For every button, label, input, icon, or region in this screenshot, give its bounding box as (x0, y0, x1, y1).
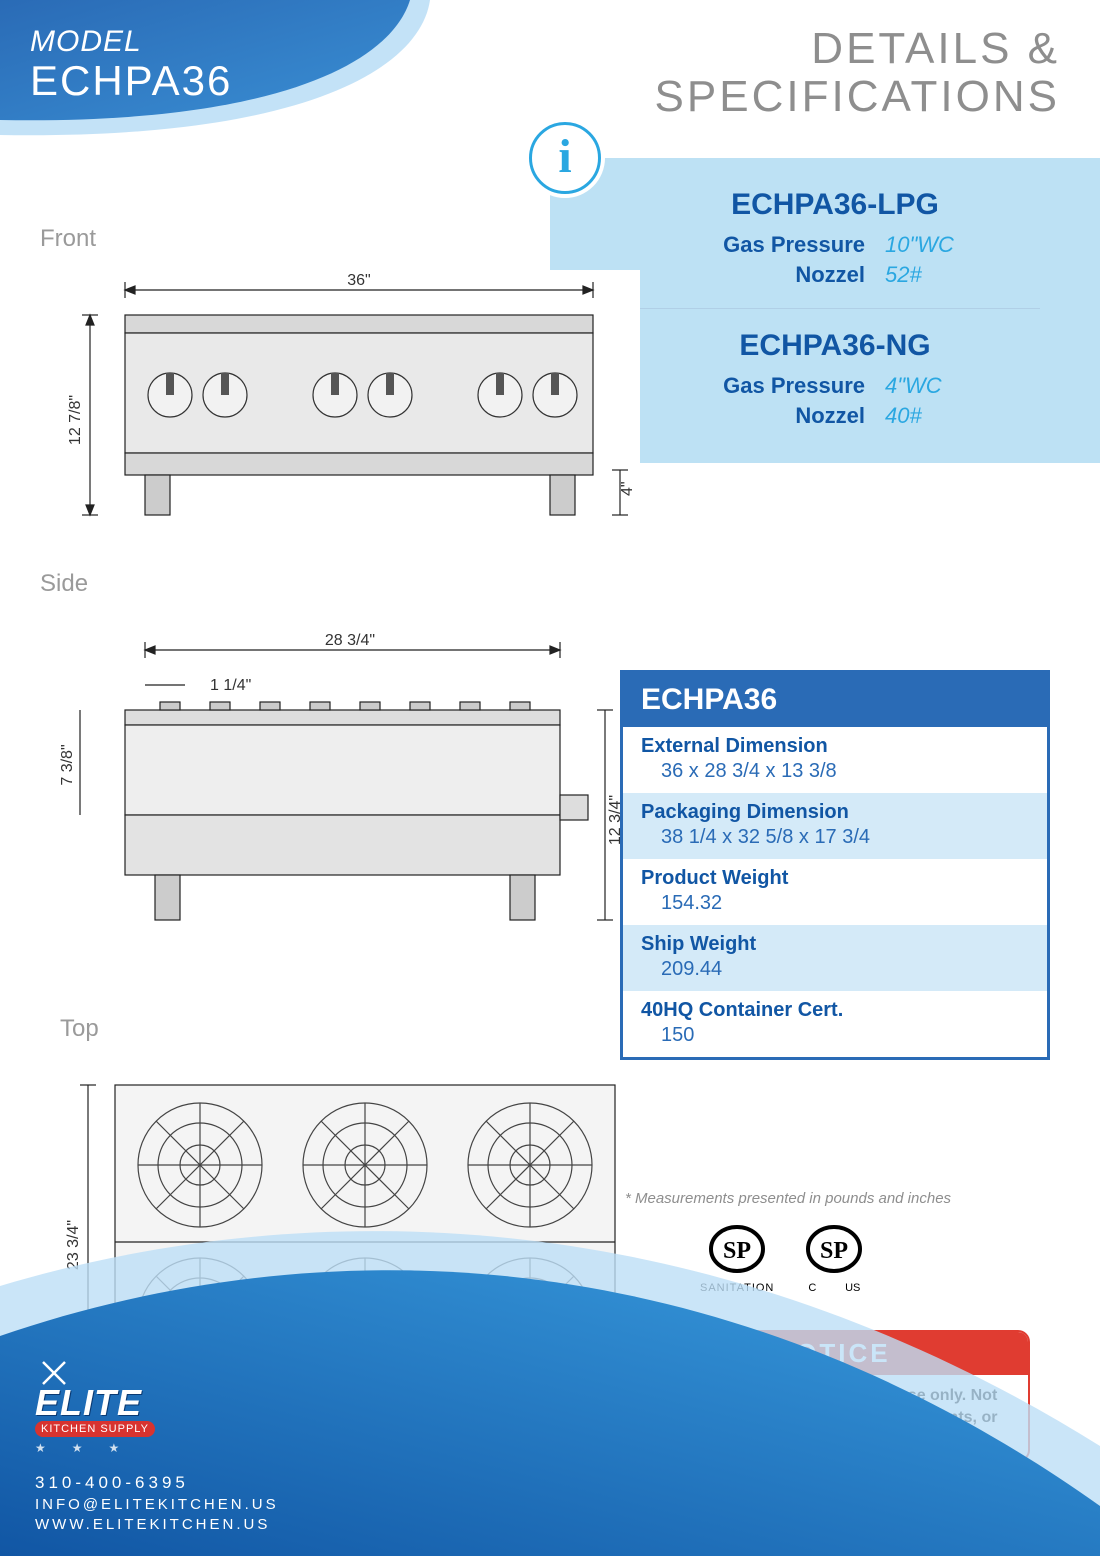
cert-logo-cus: SP C US (804, 1225, 864, 1294)
variant-0-row-1: Nozzel 52# (610, 262, 1060, 288)
specs-row-4: 40HQ Container Cert. 150 (623, 991, 1047, 1057)
kv-key: Nozzel (685, 262, 865, 288)
kv-key: Gas Pressure (685, 373, 865, 399)
specs-value: 36 x 28 3/4 x 13 3/8 (661, 760, 1029, 783)
specs-label: External Dimension (641, 735, 1029, 758)
footer-web: WWW.ELITEKITCHEN.US (35, 1516, 279, 1533)
view-label-front: Front (40, 225, 96, 253)
info-divider (630, 308, 1040, 309)
specs-label: Product Weight (641, 867, 1029, 890)
model-block: MODEL ECHPA36 (30, 25, 232, 105)
dim-front-width: 36" (347, 272, 370, 289)
specs-footnote: * Measurements presented in pounds and i… (625, 1190, 951, 1207)
kv-key: Nozzel (685, 403, 865, 429)
model-label: MODEL (30, 25, 232, 59)
specs-box: ECHPA36 External Dimension 36 x 28 3/4 x… (620, 670, 1050, 1060)
specs-row-3: Ship Weight 209.44 (623, 925, 1047, 991)
info-icon-wrap: i (525, 118, 605, 198)
specs-row-2: Product Weight 154.32 (623, 859, 1047, 925)
variant-0-title: ECHPA36-LPG (610, 188, 1060, 222)
specs-value: 209.44 (661, 958, 1029, 981)
specs-header: ECHPA36 (623, 673, 1047, 727)
kv-val: 52# (885, 262, 985, 288)
cert-logos: SP SANITATION SP C US (700, 1225, 864, 1294)
kv-val: 40# (885, 403, 985, 429)
svg-text:SP: SP (820, 1238, 848, 1264)
cert-sub: SANITATION (700, 1282, 774, 1294)
page-title-line1: DETAILS & (655, 25, 1060, 73)
cert-logo-sanitation: SP SANITATION (700, 1225, 774, 1294)
dim-side-depth: 28 3/4" (325, 632, 375, 649)
notice-body: For business and commercial use only. No… (637, 1375, 1028, 1460)
dim-front-height: 12 7/8" (67, 395, 84, 445)
dim-front-leg: 4" (619, 481, 636, 496)
notice-title: NOTICE (637, 1332, 1028, 1375)
notice-box: NOTICE For business and commercial use o… (635, 1330, 1030, 1462)
variant-0-row-0: Gas Pressure 10"WC (610, 232, 1060, 258)
specs-row-0: External Dimension 36 x 28 3/4 x 13 3/8 (623, 727, 1047, 793)
footer-brand: ELITE (35, 1388, 279, 1419)
footer-email: INFO@ELITEKITCHEN.US (35, 1496, 279, 1513)
view-label-top: Top (60, 1015, 99, 1043)
dim-top-depth: 23 3/4" (65, 1220, 82, 1270)
footer-stars: ★ ★ ★ (35, 1441, 279, 1455)
footer-tag: KITCHEN SUPPLY (35, 1421, 155, 1437)
footer-logo: ELITE KITCHEN SUPPLY ★ ★ ★ (35, 1358, 279, 1455)
variant-1-title: ECHPA36-NG (610, 329, 1060, 363)
page-title-line2: SPECIFICATIONS (655, 73, 1060, 121)
drawing-front: 36" 12 7/8" 4" (60, 270, 640, 530)
cert-right: US (845, 1282, 860, 1294)
info-icon: i (529, 122, 601, 194)
kv-key: Gas Pressure (685, 232, 865, 258)
specs-value: 150 (661, 1024, 1029, 1047)
specs-value: 154.32 (661, 892, 1029, 915)
cert-left: C (808, 1282, 816, 1294)
kv-val: 10"WC (885, 232, 985, 258)
variant-1-row-1: Nozzel 40# (610, 403, 1060, 429)
svg-text:SP: SP (723, 1238, 751, 1264)
dim-side-body-h: 7 3/8" (59, 744, 76, 785)
model-name: ECHPA36 (30, 57, 232, 105)
drawing-side: 28 3/4" 1 1/4" 7 3/8" 12 3/4" (50, 620, 640, 960)
page-title: DETAILS & SPECIFICATIONS (655, 25, 1060, 122)
variant-1-row-0: Gas Pressure 4"WC (610, 373, 1060, 399)
specs-row-1: Packaging Dimension 38 1/4 x 32 5/8 x 17… (623, 793, 1047, 859)
footer-block: ELITE KITCHEN SUPPLY ★ ★ ★ 310-400-6395 … (35, 1358, 279, 1536)
specs-label: 40HQ Container Cert. (641, 999, 1029, 1022)
view-label-side: Side (40, 570, 88, 598)
specs-label: Packaging Dimension (641, 801, 1029, 824)
specs-label: Ship Weight (641, 933, 1029, 956)
dim-side-lip: 1 1/4" (210, 677, 251, 694)
specs-value: 38 1/4 x 32 5/8 x 17 3/4 (661, 826, 1029, 849)
kv-val: 4"WC (885, 373, 985, 399)
footer-phone: 310-400-6395 (35, 1473, 279, 1493)
